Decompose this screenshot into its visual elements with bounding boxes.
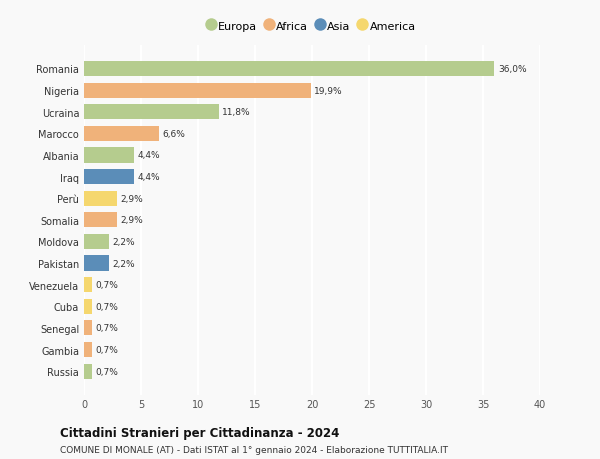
Bar bbox=[84, 62, 494, 77]
Text: 4,4%: 4,4% bbox=[137, 151, 160, 160]
Text: 2,9%: 2,9% bbox=[121, 194, 143, 203]
Bar bbox=[84, 256, 109, 271]
Bar bbox=[84, 84, 311, 98]
Text: COMUNE DI MONALE (AT) - Dati ISTAT al 1° gennaio 2024 - Elaborazione TUTTITALIA.: COMUNE DI MONALE (AT) - Dati ISTAT al 1°… bbox=[60, 445, 448, 454]
Bar bbox=[84, 299, 92, 314]
Text: 6,6%: 6,6% bbox=[163, 129, 185, 139]
Bar bbox=[84, 321, 92, 336]
Bar bbox=[84, 235, 109, 249]
Text: 0,7%: 0,7% bbox=[95, 280, 118, 290]
Text: 11,8%: 11,8% bbox=[222, 108, 251, 117]
Text: 2,9%: 2,9% bbox=[121, 216, 143, 225]
Text: 0,7%: 0,7% bbox=[95, 367, 118, 376]
Bar bbox=[84, 148, 134, 163]
Text: Cittadini Stranieri per Cittadinanza - 2024: Cittadini Stranieri per Cittadinanza - 2… bbox=[60, 426, 340, 439]
Legend: Europa, Africa, Asia, America: Europa, Africa, Asia, America bbox=[204, 17, 420, 36]
Bar bbox=[84, 364, 92, 379]
Bar bbox=[84, 191, 117, 206]
Bar bbox=[84, 278, 92, 292]
Bar bbox=[84, 170, 134, 185]
Text: 2,2%: 2,2% bbox=[113, 237, 135, 246]
Text: 0,7%: 0,7% bbox=[95, 345, 118, 354]
Bar bbox=[84, 342, 92, 357]
Text: 36,0%: 36,0% bbox=[498, 65, 526, 74]
Bar bbox=[84, 105, 218, 120]
Text: 2,2%: 2,2% bbox=[113, 259, 135, 268]
Text: 0,7%: 0,7% bbox=[95, 302, 118, 311]
Text: 4,4%: 4,4% bbox=[137, 173, 160, 182]
Bar bbox=[84, 127, 159, 141]
Text: 0,7%: 0,7% bbox=[95, 324, 118, 333]
Text: 19,9%: 19,9% bbox=[314, 86, 343, 95]
Bar bbox=[84, 213, 117, 228]
